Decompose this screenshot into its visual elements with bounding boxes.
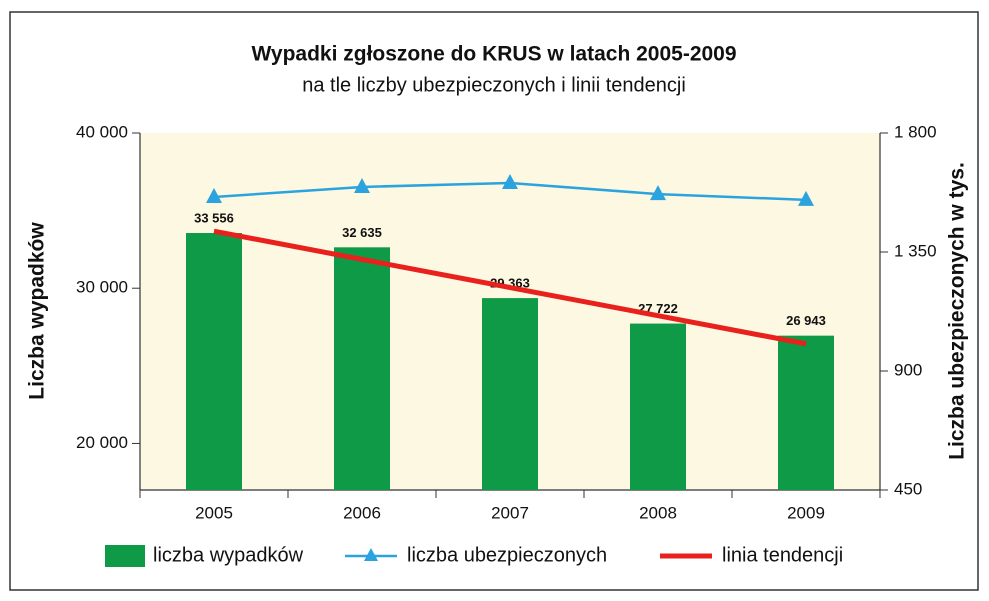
data-label: 26 943 (786, 313, 826, 328)
x-tick-label: 2006 (343, 503, 381, 522)
data-label: 33 556 (194, 210, 234, 225)
bar (778, 335, 834, 490)
marker (650, 185, 666, 201)
y-tick-label: 20 000 (76, 433, 128, 452)
x-tick-label: 2009 (787, 503, 825, 522)
legend-marker (364, 548, 378, 561)
marker (354, 177, 370, 193)
x-tick-label: 2005 (195, 503, 233, 522)
y-tick-label: 40 000 (76, 122, 128, 141)
bar (482, 298, 538, 490)
y2-tick-label: 1 800 (894, 122, 937, 141)
legend-label: liczba wypadków (153, 544, 304, 566)
x-tick-label: 2008 (639, 503, 677, 522)
data-label: 32 635 (342, 225, 382, 240)
y-tick-label: 30 000 (76, 278, 128, 297)
y2-axis-label: Liczba ubezpieczonych w tys. (946, 162, 969, 460)
y2-tick-label: 900 (894, 360, 922, 379)
chart-title: Wypadki zgłoszone do KRUS w latach 2005-… (251, 43, 736, 66)
legend-label: linia tendencji (722, 544, 843, 566)
bar (334, 247, 390, 490)
x-tick-label: 2007 (491, 503, 529, 522)
legend-label: liczba ubezpieczonych (407, 544, 607, 566)
marker (206, 187, 222, 203)
bar (186, 233, 242, 490)
y2-tick-label: 450 (894, 479, 922, 498)
chart-subtitle: na tle liczby ubezpieczonych i linii ten… (302, 74, 686, 96)
bar (630, 323, 686, 490)
y2-tick-label: 1 350 (894, 241, 937, 260)
legend-swatch (105, 545, 145, 567)
trend-line (213, 228, 807, 347)
marker (502, 173, 518, 189)
marker (798, 190, 814, 206)
y-axis-label: Liczba wypadków (26, 222, 49, 400)
